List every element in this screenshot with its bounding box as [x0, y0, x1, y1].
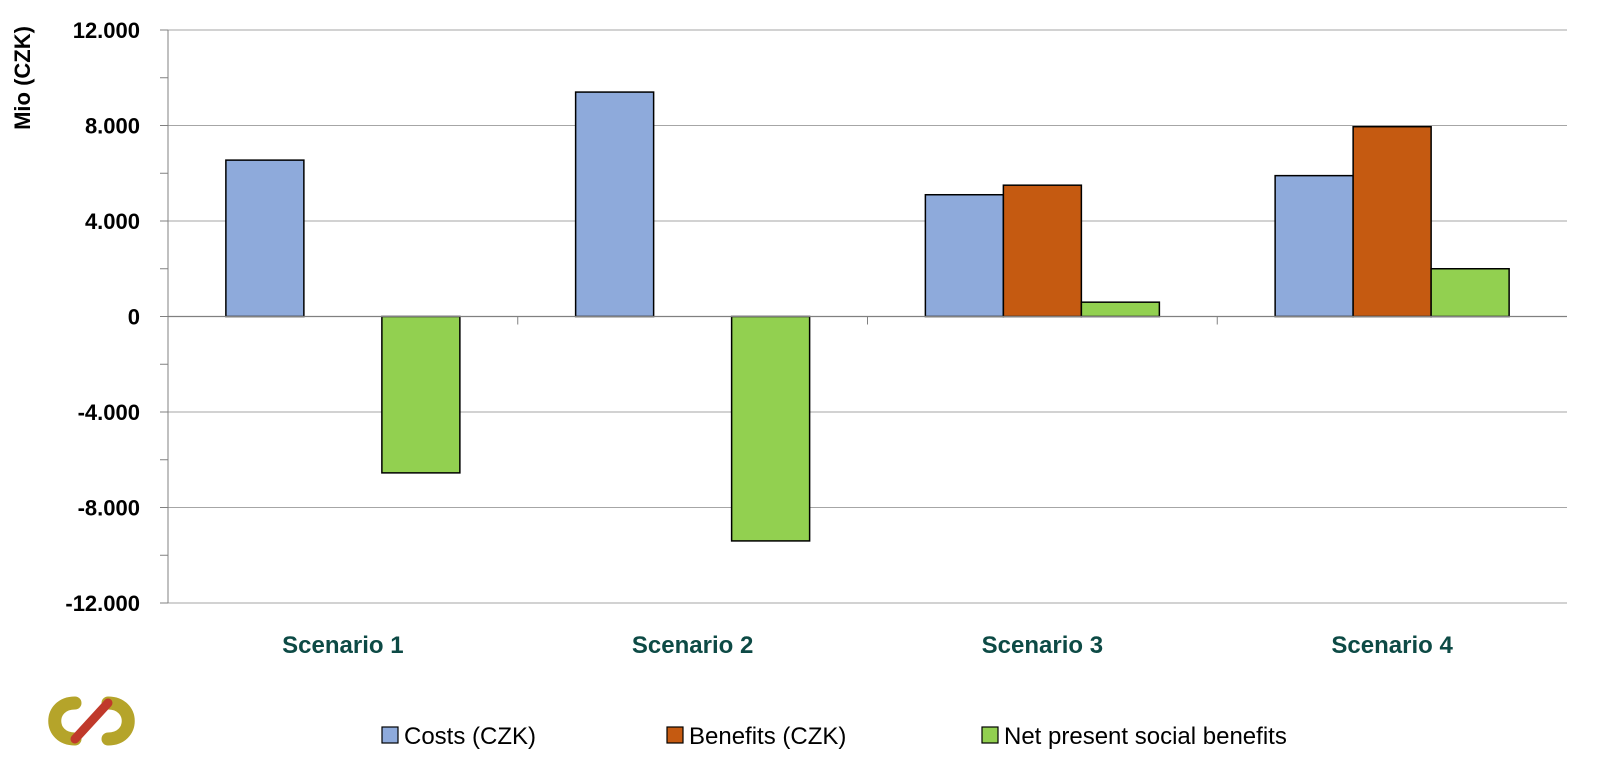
- y-tick-label: -12.000: [65, 591, 140, 616]
- bar: [1002, 184, 1083, 318]
- x-tick-label: Scenario 2: [632, 632, 753, 659]
- logo-icon: [48, 696, 135, 746]
- y-tick-label: 4.000: [85, 209, 140, 234]
- y-tick-label: 12.000: [73, 18, 140, 43]
- legend: Costs (CZK) Benefits (CZK) Net present soc…: [381, 723, 1287, 750]
- legend-swatch: [981, 726, 999, 744]
- legend-swatch: [381, 726, 399, 744]
- bar: [1274, 174, 1354, 318]
- bar: [1352, 125, 1432, 318]
- legend-label: Benefits (CZK): [689, 723, 846, 750]
- legend-swatch: [666, 726, 684, 744]
- y-axis-label: Mio (CZK): [10, 26, 35, 130]
- y-tick-label: -4.000: [78, 400, 140, 425]
- bar: [574, 91, 655, 318]
- y-tick-label: 8.000: [85, 114, 140, 139]
- axes: 12.000 8.000 4.000 0 -4.000 -8.000 -12.000 Scen…: [65, 18, 1567, 659]
- bar: [225, 159, 305, 318]
- y-tick-label: -8.000: [78, 496, 140, 521]
- x-tick-label: Scenario 1: [282, 632, 403, 659]
- legend-label: Costs (CZK): [404, 723, 536, 750]
- x-tick-label: Scenario 4: [1331, 632, 1453, 659]
- legend-label: Net present social benefits: [1004, 723, 1287, 750]
- y-tick-label: 0: [128, 305, 140, 330]
- bar: [1080, 301, 1161, 318]
- bar: [1430, 268, 1510, 318]
- x-tick-label: Scenario 3: [982, 632, 1103, 659]
- bar: [730, 315, 811, 542]
- bar: [381, 315, 461, 474]
- bar: [924, 193, 1005, 318]
